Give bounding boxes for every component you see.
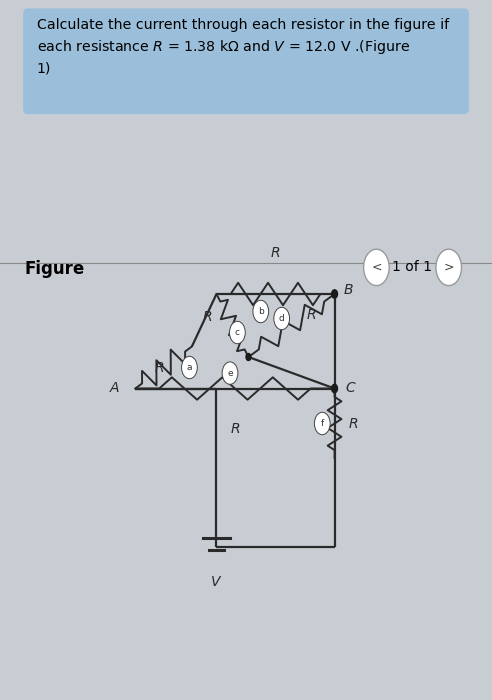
Text: $R$: $R$: [307, 308, 316, 322]
Circle shape: [364, 249, 389, 286]
FancyBboxPatch shape: [23, 8, 469, 114]
Text: $A$: $A$: [109, 382, 121, 395]
Text: <: <: [371, 261, 382, 274]
Text: b: b: [258, 307, 264, 316]
Text: e: e: [227, 369, 233, 377]
Circle shape: [230, 321, 246, 344]
Text: $R$: $R$: [271, 246, 280, 260]
Text: Calculate the current through each resistor in the figure if
each resistance $R$: Calculate the current through each resis…: [37, 18, 449, 76]
Text: 1 of 1: 1 of 1: [392, 260, 432, 274]
Circle shape: [182, 356, 197, 379]
Circle shape: [246, 354, 251, 360]
Text: a: a: [186, 363, 192, 372]
Circle shape: [314, 412, 330, 435]
Text: $V$: $V$: [211, 575, 222, 589]
Text: >: >: [443, 261, 454, 274]
Text: $R$: $R$: [203, 310, 213, 324]
Text: d: d: [279, 314, 284, 323]
Text: $R$: $R$: [154, 360, 165, 374]
Text: $R$: $R$: [348, 416, 359, 430]
Circle shape: [332, 290, 338, 298]
Text: c: c: [235, 328, 240, 337]
Text: $C$: $C$: [345, 382, 357, 395]
Circle shape: [253, 300, 269, 323]
Text: $B$: $B$: [343, 284, 354, 298]
Text: $R$: $R$: [230, 422, 240, 436]
Circle shape: [222, 362, 238, 384]
Text: f: f: [321, 419, 324, 428]
Circle shape: [274, 307, 290, 330]
Circle shape: [332, 384, 338, 393]
Text: Figure: Figure: [25, 260, 85, 279]
Circle shape: [436, 249, 461, 286]
